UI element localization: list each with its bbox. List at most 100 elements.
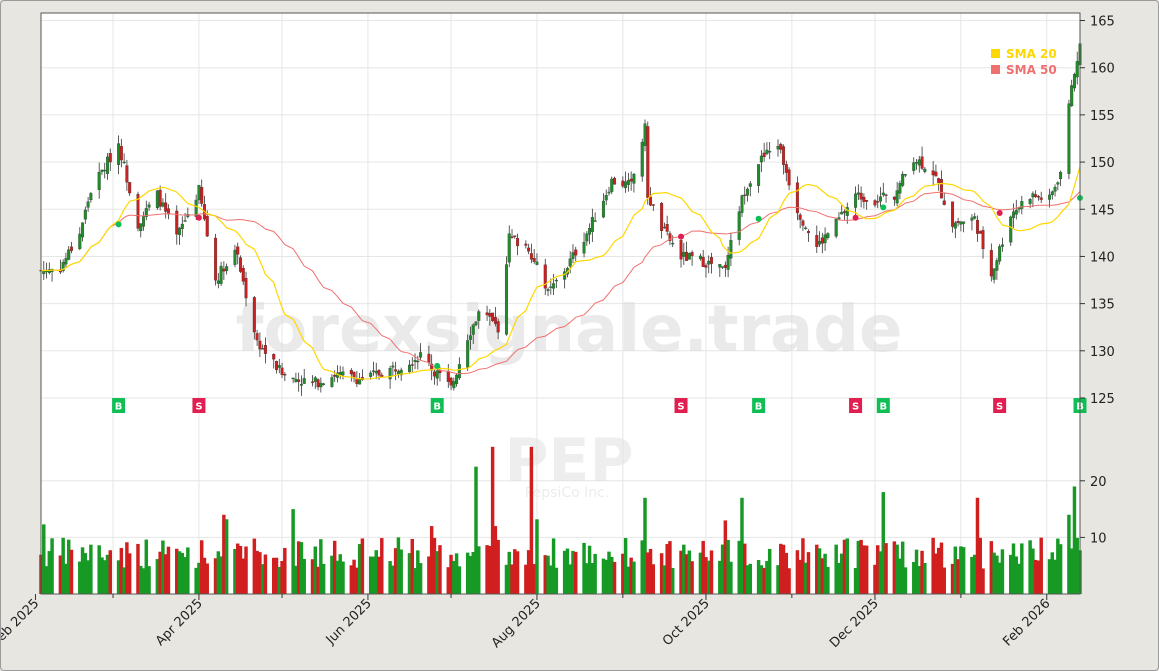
volume-bar [432, 537, 437, 594]
candle-body [1070, 85, 1074, 107]
volume-bar [1053, 559, 1057, 594]
volume-bar [1069, 548, 1074, 594]
signal-label: B [433, 402, 441, 413]
volume-bar [222, 514, 226, 594]
volume-bar [795, 550, 800, 594]
candle-body [158, 189, 162, 207]
volume-bar [504, 564, 509, 594]
volume-bar [610, 556, 614, 594]
candle-body [942, 200, 946, 205]
volume-bar [862, 545, 866, 594]
time-tick-label: Apr 2025 [153, 596, 206, 649]
candle-body [1075, 61, 1079, 78]
volume-bar [1011, 543, 1016, 594]
candle-body [449, 377, 453, 386]
volume-bar [604, 559, 608, 594]
volume-bar [950, 563, 955, 594]
candle-body [1034, 194, 1038, 197]
candle-body [679, 240, 683, 260]
volume-bar [574, 551, 578, 594]
candle-body [175, 210, 179, 235]
candle-body [818, 241, 822, 245]
volume-bar [47, 551, 52, 594]
candle-body [574, 249, 578, 256]
volume-bar [199, 540, 204, 594]
candle-body [743, 194, 747, 197]
volume-bar [845, 538, 849, 594]
volume-bar [1028, 540, 1032, 594]
signal-badge [752, 398, 766, 414]
volume-bar [280, 560, 284, 594]
volume-bar [291, 509, 295, 594]
candle-body [524, 243, 528, 246]
candle-body [632, 173, 636, 184]
candle-body [588, 228, 592, 235]
volume-bar [903, 567, 908, 594]
volume-bar [978, 537, 982, 594]
volume-bar [546, 555, 550, 594]
volume-bar [465, 552, 470, 594]
price-tick-label: 165 [1090, 15, 1115, 30]
volume-bar [817, 548, 822, 594]
candle-body [371, 370, 375, 372]
candle-body [225, 266, 229, 272]
signal-label: S [996, 402, 1003, 413]
volume-bar [535, 519, 539, 594]
candle-body [128, 182, 132, 194]
candle-body [205, 216, 209, 237]
candle-body [962, 221, 966, 224]
candle-body [759, 155, 763, 163]
candle-body [804, 227, 808, 230]
volume-bar [78, 561, 82, 594]
volume-bar [166, 546, 171, 594]
volume-bar [737, 540, 741, 594]
volume-bar [144, 539, 149, 594]
candle-body [477, 311, 481, 321]
volume-bar [701, 540, 705, 594]
legend-swatch-sma20 [991, 49, 1000, 58]
candle-body [845, 207, 849, 216]
candle-body [258, 340, 262, 350]
volume-bar [704, 557, 708, 594]
volume-bar [163, 554, 168, 594]
candle-body [662, 226, 666, 229]
volume-tick-label: 20 [1090, 475, 1107, 490]
candle-body [275, 361, 279, 371]
volume-bar [64, 563, 68, 594]
signal-badge [849, 398, 863, 414]
candle-body [391, 365, 395, 368]
candle-body [272, 354, 276, 360]
candle-body [903, 174, 907, 176]
candle-body [416, 360, 420, 363]
candle-body [665, 224, 669, 232]
volume-bar [590, 562, 595, 594]
candle-body [496, 321, 500, 333]
volume-bar [1075, 537, 1079, 594]
candle-body [923, 168, 927, 172]
volume-bar [61, 537, 65, 594]
candle-body [975, 219, 979, 234]
volume-bar [776, 565, 780, 594]
volume-bar [989, 541, 994, 594]
volume-bar [585, 563, 589, 594]
volume-bar [803, 562, 808, 594]
candle-body [252, 297, 256, 333]
volume-bar [839, 553, 844, 594]
candle-body [183, 220, 187, 222]
candle-body [446, 370, 450, 382]
candle-body [740, 195, 744, 213]
volume-bar [668, 541, 672, 594]
candle-body [388, 368, 392, 380]
volume-bar [551, 538, 556, 594]
candle-body [142, 216, 146, 227]
candle-body [798, 214, 802, 220]
candle-body [277, 365, 281, 368]
volume-bar [881, 492, 886, 594]
candle-body [125, 165, 129, 183]
volume-bar [646, 552, 650, 594]
company-watermark: PepsiCo Inc. [525, 485, 610, 501]
volume-bar [837, 562, 841, 594]
candle-body [668, 233, 672, 241]
price-tick-label: 135 [1090, 298, 1115, 313]
